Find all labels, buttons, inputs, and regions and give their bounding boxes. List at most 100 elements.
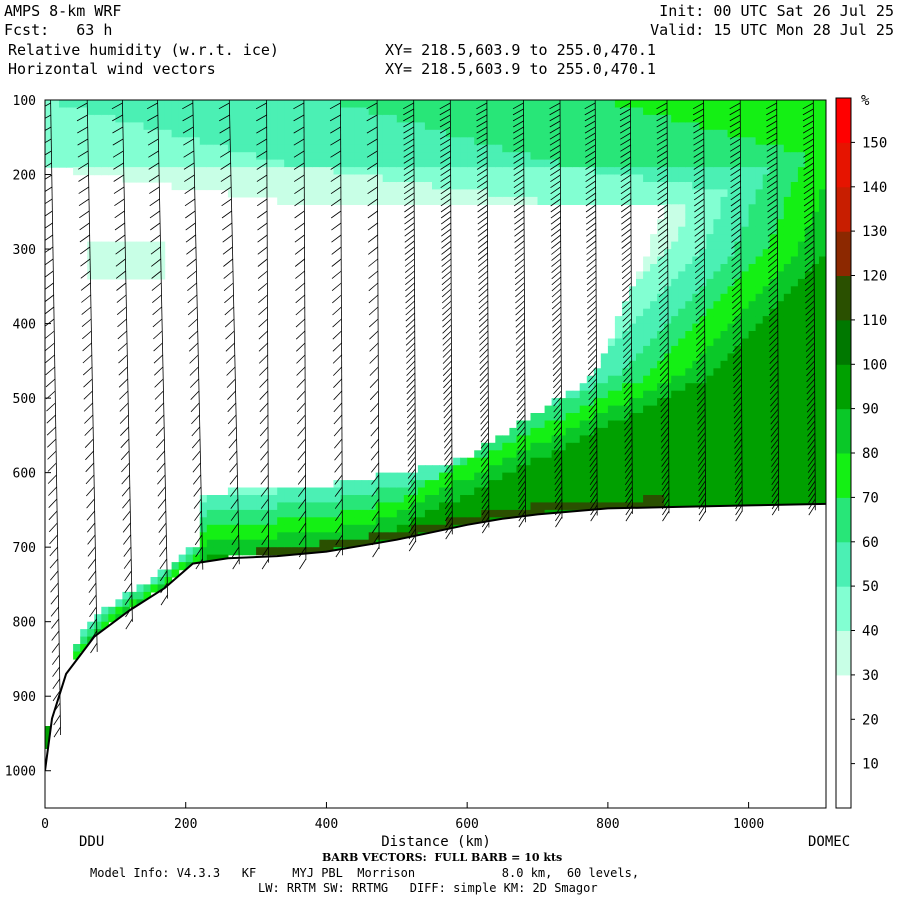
rh-cell <box>636 398 644 407</box>
rh-cell <box>481 450 489 459</box>
wind-barb <box>333 390 343 401</box>
rh-cell <box>52 144 60 153</box>
rh-cell <box>657 100 665 109</box>
wind-barb <box>49 546 59 557</box>
rh-cell <box>671 196 679 205</box>
wind-barb <box>298 510 307 521</box>
wind-barb <box>734 474 743 486</box>
rh-cell <box>671 457 679 466</box>
wind-barb <box>404 210 415 219</box>
rh-cell <box>755 211 764 220</box>
wind-barb <box>148 162 160 170</box>
rh-cell <box>804 472 813 481</box>
wind-barb <box>369 354 379 364</box>
wind-barb <box>441 246 452 255</box>
wind-barb <box>83 390 93 400</box>
rh-cell <box>389 495 398 504</box>
rh-cell <box>734 211 743 220</box>
rh-cell <box>783 211 792 220</box>
rh-cell <box>502 167 510 176</box>
wind-barb <box>516 420 526 431</box>
wind-barb <box>120 450 130 461</box>
rh-cell <box>819 271 826 280</box>
rh-cell <box>115 129 123 138</box>
wind-barb <box>334 486 343 497</box>
rh-cell <box>66 114 74 123</box>
rh-cell <box>108 144 116 153</box>
wind-barb <box>77 162 89 170</box>
rh-cell <box>178 152 187 161</box>
rh-cell <box>467 122 475 131</box>
rh-cell <box>762 316 771 325</box>
rh-cell <box>607 480 616 489</box>
wind-barb <box>366 114 378 122</box>
wind-barb <box>661 480 670 492</box>
rh-cell <box>643 293 651 302</box>
rh-cell <box>699 390 707 399</box>
wind-barb <box>696 360 706 370</box>
wind-barb <box>550 198 561 207</box>
rh-cell <box>643 167 651 176</box>
rh-cell <box>551 137 560 146</box>
wind-barb <box>804 264 815 274</box>
rh-cell <box>284 539 292 548</box>
rh-cell <box>755 457 764 466</box>
rh-cell <box>755 435 764 444</box>
rh-cell <box>206 167 215 176</box>
wind-barb <box>157 486 166 497</box>
wind-barb <box>257 210 268 219</box>
wind-barb <box>513 144 524 152</box>
rh-cell <box>565 495 574 504</box>
wind-barb <box>478 312 489 322</box>
rh-cell <box>762 167 771 176</box>
rh-cell <box>692 137 700 146</box>
rh-cell <box>762 465 771 474</box>
wind-barb <box>443 438 453 449</box>
colorbar-tick-label: 120 <box>862 269 887 285</box>
rh-cell <box>417 159 426 168</box>
wind-barb <box>149 198 160 207</box>
rh-cell <box>544 472 553 481</box>
rh-cell <box>614 413 623 422</box>
wind-barb <box>48 498 58 508</box>
rh-cell <box>108 152 116 161</box>
wind-barb <box>115 234 126 243</box>
rh-cell <box>326 174 334 183</box>
rh-cell <box>298 129 306 138</box>
colorbar-swatch <box>836 275 851 321</box>
wind-barb <box>158 510 167 521</box>
wind-barb <box>807 474 816 486</box>
wind-barb <box>766 162 778 170</box>
rh-cell <box>692 174 700 183</box>
rh-cell <box>713 219 721 228</box>
rh-cell <box>706 323 714 332</box>
rh-cell <box>439 137 447 146</box>
rh-cell <box>678 405 686 414</box>
rh-cell <box>586 189 595 198</box>
rh-cell <box>235 182 243 191</box>
rh-cell <box>446 174 454 183</box>
rh-cell <box>551 413 560 422</box>
rh-cell <box>629 196 637 205</box>
rh-cell <box>664 427 672 436</box>
rh-cell <box>544 137 553 146</box>
rh-cell <box>326 122 334 131</box>
wind-barb <box>586 288 597 298</box>
rh-cell <box>720 278 729 287</box>
wind-barb <box>477 204 488 213</box>
wind-barb <box>444 444 453 455</box>
rh-cell <box>284 167 292 176</box>
wind-barb <box>293 114 305 122</box>
rh-cell <box>685 405 693 414</box>
rh-cell <box>326 517 334 526</box>
rh-cell <box>291 144 299 153</box>
rh-cell <box>206 174 215 183</box>
rh-cell <box>537 427 546 436</box>
rh-cell <box>432 189 440 198</box>
rh-cell <box>460 517 468 526</box>
y-tick-label: 800 <box>13 616 36 631</box>
wind-barb <box>585 192 596 201</box>
rh-cell <box>614 472 623 481</box>
wind-barb <box>694 210 705 219</box>
rh-cell <box>565 100 574 109</box>
